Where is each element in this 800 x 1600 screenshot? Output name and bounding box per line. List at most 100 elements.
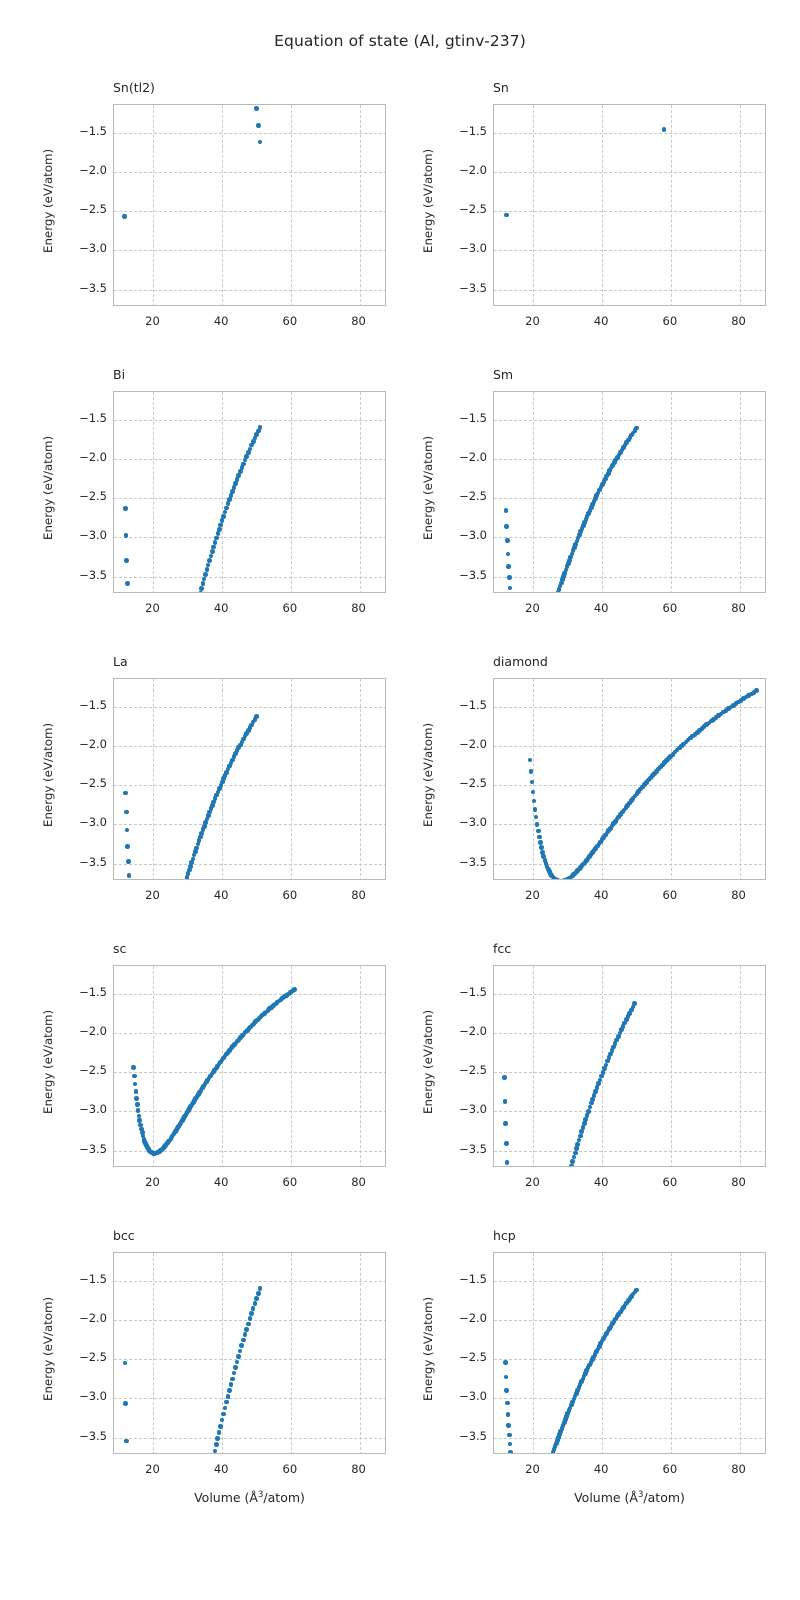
gridline-horizontal xyxy=(114,1032,385,1034)
data-point xyxy=(599,1073,604,1079)
data-point xyxy=(215,1436,220,1441)
data-point xyxy=(216,526,222,532)
data-point xyxy=(569,551,575,557)
y-tick-label: −2.0 xyxy=(459,1310,487,1325)
x-tick-label: 60 xyxy=(662,601,678,615)
data-point xyxy=(616,1312,621,1317)
data-point xyxy=(221,776,226,782)
data-point xyxy=(567,558,572,563)
gridline-horizontal xyxy=(114,785,385,787)
data-point xyxy=(572,1150,578,1156)
data-point xyxy=(200,827,206,833)
data-point xyxy=(254,1296,259,1301)
data-point xyxy=(733,701,739,706)
data-point xyxy=(215,531,221,536)
data-point xyxy=(291,987,297,992)
data-point xyxy=(503,1121,508,1126)
data-point xyxy=(644,780,649,785)
data-point xyxy=(613,819,618,824)
y-tick-label: −3.5 xyxy=(459,1428,487,1443)
data-point xyxy=(578,529,583,535)
gridline-vertical xyxy=(602,1253,604,1453)
data-point xyxy=(570,1159,575,1164)
data-point xyxy=(723,708,729,713)
data-point xyxy=(648,775,653,781)
plot-area xyxy=(113,678,386,880)
data-point xyxy=(239,465,245,470)
data-point xyxy=(627,1010,633,1016)
data-point xyxy=(581,1373,587,1379)
data-point xyxy=(502,1075,507,1080)
data-point xyxy=(683,739,689,745)
data-point xyxy=(194,845,199,851)
x-tick-label: 80 xyxy=(351,888,366,902)
data-point xyxy=(602,1066,607,1071)
data-point xyxy=(503,1359,508,1365)
x-tick-label: 60 xyxy=(282,314,298,328)
data-point xyxy=(124,827,130,833)
data-point xyxy=(228,1382,234,1387)
data-point xyxy=(199,586,204,591)
data-point xyxy=(126,873,132,879)
y-axis-label: Energy (eV/atom) xyxy=(421,435,435,540)
data-point xyxy=(245,450,251,455)
x-tick-label: 20 xyxy=(525,601,540,615)
data-point xyxy=(616,452,622,458)
data-point xyxy=(244,1326,249,1332)
y-tick-label: −2.5 xyxy=(459,202,487,217)
data-point xyxy=(630,1004,636,1010)
data-point xyxy=(193,849,198,854)
data-point xyxy=(619,1027,624,1032)
data-point xyxy=(208,553,214,559)
data-point xyxy=(738,698,744,703)
data-point xyxy=(658,764,663,770)
data-point xyxy=(202,823,207,829)
data-point xyxy=(630,796,636,801)
data-point xyxy=(534,822,540,827)
data-point xyxy=(254,432,259,437)
gridline-horizontal xyxy=(114,458,385,460)
data-point xyxy=(595,1346,601,1352)
x-tick-label: 60 xyxy=(282,1462,298,1476)
data-point xyxy=(674,747,680,753)
data-point xyxy=(560,1423,566,1428)
y-tick-label: −2.0 xyxy=(79,1310,107,1325)
data-point xyxy=(183,878,188,879)
gridline-horizontal xyxy=(114,576,385,578)
data-point xyxy=(621,807,627,813)
data-point xyxy=(219,1417,225,1423)
data-point xyxy=(217,786,222,791)
data-point xyxy=(638,786,643,792)
data-point xyxy=(249,1311,254,1316)
y-tick-label: −2.0 xyxy=(459,736,487,751)
data-point xyxy=(247,1316,253,1322)
data-point xyxy=(228,760,234,766)
data-point xyxy=(614,1314,620,1319)
gridline-horizontal xyxy=(494,1398,765,1400)
data-point xyxy=(597,487,602,493)
plot-area xyxy=(113,391,386,593)
data-point xyxy=(618,812,623,817)
data-point xyxy=(679,743,684,749)
data-point xyxy=(604,473,610,479)
data-point xyxy=(578,1133,583,1139)
y-tick-label: −3.0 xyxy=(79,815,107,830)
data-point xyxy=(228,493,234,498)
x-tick-label: 20 xyxy=(145,1462,160,1476)
x-tick-label: 60 xyxy=(662,1175,678,1189)
x-tick-label: 20 xyxy=(145,888,160,902)
gridline-horizontal xyxy=(114,132,385,134)
figure-title: Equation of state (Al, gtinv-237) xyxy=(274,32,526,50)
data-point xyxy=(504,212,509,218)
data-point xyxy=(227,1388,232,1393)
x-tick-label: 40 xyxy=(213,314,229,328)
data-point xyxy=(224,1399,229,1405)
data-point xyxy=(505,1412,511,1417)
x-tick-label: 20 xyxy=(525,888,540,902)
data-point xyxy=(122,214,127,219)
gridline-horizontal xyxy=(114,419,385,421)
y-tick-label: −3.5 xyxy=(459,567,487,582)
y-axis-label: Energy (eV/atom) xyxy=(421,148,435,253)
y-tick-label: −2.5 xyxy=(79,776,107,791)
data-point xyxy=(607,826,613,831)
